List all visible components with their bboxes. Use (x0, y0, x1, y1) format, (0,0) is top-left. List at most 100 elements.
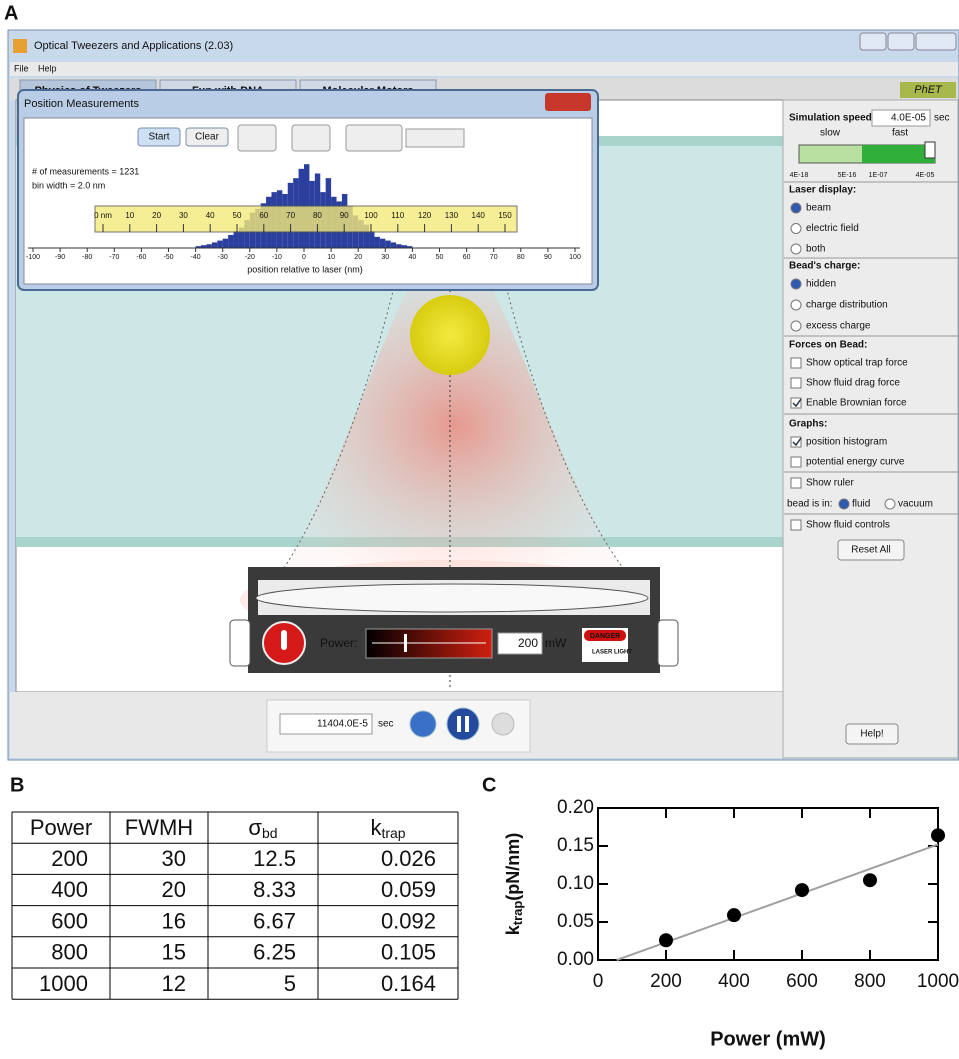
rewind-button[interactable] (410, 711, 436, 737)
y-tick-label: 0.00 (557, 949, 594, 970)
x-tick-label: -90 (55, 254, 65, 261)
histogram-bar (223, 239, 228, 248)
x-tick-label: 0 (302, 254, 306, 261)
histogram-bar (396, 244, 401, 248)
x-tick-label: 600 (786, 971, 818, 992)
radio-button[interactable] (885, 499, 895, 509)
table-cell: 0.105 (381, 940, 436, 965)
table-header: FWMH (125, 815, 193, 840)
ruler-label: 110 (391, 211, 404, 220)
histogram-bar (369, 231, 374, 248)
time-unit: sec (378, 719, 394, 730)
maximize-button[interactable] (888, 33, 914, 50)
fast-label: fast (892, 128, 908, 139)
logo-text: PhET (914, 84, 943, 96)
x-tick-label: -60 (136, 254, 146, 261)
ruler-label: 0 nm (94, 211, 112, 220)
histogram-bar (206, 244, 211, 248)
table-cell: 600 (51, 908, 88, 933)
menu-item[interactable]: File (14, 63, 29, 73)
camera-button[interactable] (346, 125, 402, 151)
histogram-bar (217, 241, 222, 248)
radio-label: beam (806, 203, 831, 214)
dialog-close[interactable] (545, 93, 591, 111)
speed-tick-label: 4E-05 (916, 172, 935, 179)
ruler-label: 60 (259, 211, 268, 220)
radio-button[interactable] (791, 279, 801, 289)
radio-button[interactable] (839, 499, 849, 509)
x-tick-label: 80 (517, 254, 525, 261)
subscript: bd (262, 825, 278, 841)
radio-label: vacuum (898, 499, 933, 510)
speed-tick-label: 1E-07 (869, 172, 888, 179)
table-cell: 15 (162, 940, 186, 965)
x-tick-label: -100 (26, 254, 40, 261)
y-tick-label: 0.10 (557, 873, 594, 894)
symbol: σ (248, 815, 262, 840)
x-tick-label: 200 (650, 971, 682, 992)
window-title: Optical Tweezers and Applications (2.03) (34, 40, 233, 52)
checkbox[interactable] (791, 358, 801, 368)
measurement-count: # of measurements = 1231 (32, 166, 139, 176)
x-tick-label: -80 (82, 254, 92, 261)
panel-label: B (10, 774, 24, 796)
pause-button[interactable] (447, 708, 479, 740)
time-value: 11404.0E-5 (317, 719, 368, 730)
checkbox[interactable] (791, 378, 801, 388)
figure: A B C Optical Tweezers and Applications … (0, 0, 959, 1059)
radio-button[interactable] (791, 321, 801, 331)
x-tick-label: -20 (245, 254, 255, 261)
x-tick-label: 0 (593, 971, 604, 992)
ruler-label: 40 (206, 211, 215, 220)
table-cell: 0.092 (381, 908, 436, 933)
radio-label: fluid (852, 499, 870, 510)
menu-item[interactable]: Help (38, 63, 57, 73)
bin-width: bin width = 2.0 nm (32, 180, 105, 190)
radio-button[interactable] (791, 224, 801, 234)
checkbox-label: Show fluid controls (806, 520, 890, 531)
data-point (795, 883, 809, 897)
y-label-sub: trap (510, 901, 525, 926)
checkbox[interactable] (791, 478, 801, 488)
power-label: Power: (320, 636, 357, 650)
ruler-button[interactable] (406, 129, 464, 147)
x-tick-label: 50 (436, 254, 444, 261)
speed-value: 4.0E-05 (891, 113, 926, 124)
bead[interactable] (410, 295, 490, 375)
speed-label: Simulation speed: (789, 113, 875, 124)
help-label: Help! (860, 729, 883, 740)
zoom-out-button[interactable] (292, 125, 330, 151)
x-tick-label: 100 (569, 254, 581, 261)
y-label-unit: (pN/nm) (503, 833, 523, 901)
checkbox-label: Show ruler (806, 478, 854, 489)
table-cell: 20 (162, 877, 186, 902)
radio-button[interactable] (791, 244, 801, 254)
table-cell: 30 (162, 846, 186, 871)
ruler-label: 100 (364, 211, 378, 220)
ruler-label: 50 (233, 211, 242, 220)
ruler-label: 30 (179, 211, 188, 220)
close-button[interactable] (916, 33, 956, 50)
x-tick-label: -70 (109, 254, 119, 261)
speed-slider-fast (862, 145, 935, 163)
histogram-bar (212, 242, 217, 248)
radio-button[interactable] (791, 203, 801, 213)
radio-label: hidden (806, 279, 836, 290)
checkbox[interactable] (791, 457, 801, 467)
table-cell: 1000 (39, 971, 88, 996)
x-tick-label: 40 (409, 254, 417, 261)
table-cell: 5 (284, 971, 296, 996)
data-point (727, 908, 741, 922)
histogram-bar (374, 237, 379, 248)
x-tick-label: 60 (463, 254, 471, 261)
minimize-button[interactable] (860, 33, 886, 50)
table-cell: 0.164 (381, 971, 436, 996)
histogram-bar (391, 242, 396, 248)
radio-label: excess charge (806, 321, 871, 332)
checkbox[interactable] (791, 520, 801, 530)
step-button[interactable] (492, 713, 514, 735)
zoom-in-button[interactable] (238, 125, 276, 151)
panel-label: A (4, 2, 18, 24)
radio-button[interactable] (791, 300, 801, 310)
speed-slider-knob[interactable] (925, 142, 935, 158)
